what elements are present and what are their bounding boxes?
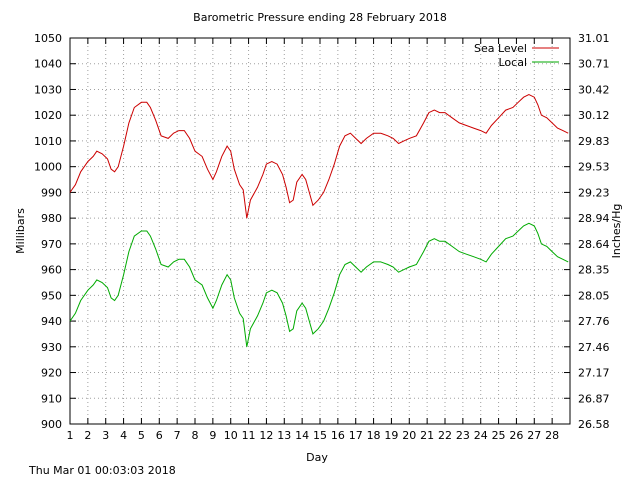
y2-tick-label: 28.05	[578, 289, 610, 302]
y-tick-label: 910	[41, 392, 62, 405]
x-tick-label: 7	[174, 429, 181, 442]
y2-tick-label: 30.71	[578, 58, 610, 71]
y2-axis-label: Inches/Hg	[610, 204, 623, 259]
footer-timestamp: Thu Mar 01 00:03:03 2018	[29, 464, 176, 477]
x-tick-label: 4	[120, 429, 127, 442]
x-tick-label: 6	[156, 429, 163, 442]
y-tick-label: 1020	[34, 109, 62, 122]
x-tick-label: 1	[67, 429, 74, 442]
x-tick-label: 17	[349, 429, 363, 442]
y2-tick-label: 28.64	[578, 238, 610, 251]
x-tick-label: 11	[242, 429, 256, 442]
legend-label: Sea Level	[474, 42, 527, 55]
x-tick-label: 21	[420, 429, 434, 442]
x-tick-label: 15	[313, 429, 327, 442]
x-tick-label: 25	[492, 429, 506, 442]
y2-tick-label: 26.58	[578, 418, 610, 431]
series-line-sea-level	[69, 94, 569, 219]
y2-tick-label: 29.83	[578, 135, 610, 148]
grid	[70, 38, 570, 424]
x-tick-label: 20	[402, 429, 416, 442]
y-tick-label: 950	[41, 289, 62, 302]
x-tick-label: 5	[138, 429, 145, 442]
x-tick-label: 27	[527, 429, 541, 442]
x-tick-label: 8	[192, 429, 199, 442]
legend-label: Local	[498, 56, 527, 69]
x-tick-label: 26	[509, 429, 523, 442]
x-tick-label: 2	[84, 429, 91, 442]
y-tick-label: 960	[41, 264, 62, 277]
x-tick-label: 28	[545, 429, 559, 442]
y2-tick-label: 27.76	[578, 315, 610, 328]
y2-tick-label: 27.17	[578, 367, 610, 380]
x-tick-label: 18	[367, 429, 381, 442]
y2-tick-label: 31.01	[578, 32, 610, 45]
y-axis-left: 900 910 920 930 940 950 960 970 980 990 1000 1010 10…	[34, 32, 76, 431]
x-tick-label: 14	[295, 429, 309, 442]
y2-tick-label: 30.12	[578, 109, 610, 122]
x-tick-label: 19	[384, 429, 398, 442]
x-tick-label: 9	[209, 429, 216, 442]
x-tick-label: 10	[224, 429, 238, 442]
y2-tick-label: 26.87	[578, 392, 610, 405]
y-tick-label: 990	[41, 186, 62, 199]
y-tick-label: 1000	[34, 161, 62, 174]
x-tick-label: 22	[438, 429, 452, 442]
x-tick-label: 16	[331, 429, 345, 442]
y-tick-label: 920	[41, 367, 62, 380]
y-tick-label: 1010	[34, 135, 62, 148]
chart-title: Barometric Pressure ending 28 February 2…	[193, 11, 447, 24]
x-tick-label: 3	[102, 429, 109, 442]
y2-tick-label: 28.35	[578, 264, 610, 277]
x-axis: 1 2 3 4 5 6 7 8 9 10 11 12 13 14 15 16 17 18 19 20 21 22 23 24 2…	[67, 38, 559, 442]
x-tick-label: 13	[277, 429, 291, 442]
y-tick-label: 1040	[34, 58, 62, 71]
y-tick-label: 900	[41, 418, 62, 431]
y-tick-label: 970	[41, 238, 62, 251]
y-axis-right: 26.58 26.87 27.17 27.46 27.76 28.05 28.35 28.64…	[564, 32, 610, 431]
x-tick-label: 23	[456, 429, 470, 442]
y2-tick-label: 27.46	[578, 341, 610, 354]
y2-tick-label: 30.42	[578, 83, 610, 96]
y-tick-label: 1030	[34, 83, 62, 96]
y-tick-label: 980	[41, 212, 62, 225]
y-tick-label: 930	[41, 341, 62, 354]
x-tick-label: 24	[474, 429, 488, 442]
y2-tick-label: 29.53	[578, 161, 610, 174]
x-axis-label: Day	[306, 451, 328, 464]
x-tick-label: 12	[259, 429, 273, 442]
y-axis-label: Millibars	[14, 208, 27, 254]
y2-tick-label: 28.94	[578, 212, 610, 225]
y2-tick-label: 29.23	[578, 186, 610, 199]
series-lines	[69, 94, 569, 347]
series-line-local	[69, 222, 569, 347]
y-tick-label: 940	[41, 315, 62, 328]
y-tick-label: 1050	[34, 32, 62, 45]
